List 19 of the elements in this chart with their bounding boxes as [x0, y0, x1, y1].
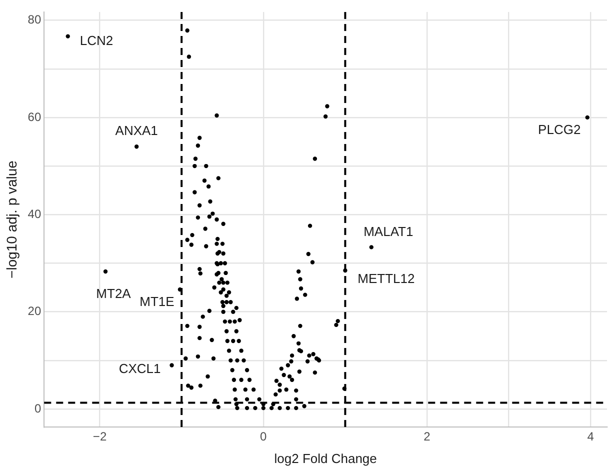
- x-tick-label: 4: [587, 430, 594, 444]
- y-tick-label: 20: [28, 304, 42, 318]
- y-tick-label: 0: [34, 401, 42, 416]
- annotation: MT2A: [96, 286, 132, 302]
- annotation: CXCL1: [118, 360, 161, 376]
- annotation: METTL12: [358, 271, 415, 286]
- y-tick-label: 80: [28, 12, 42, 27]
- annotation: MALAT1: [364, 224, 414, 239]
- x-tick-label: 0: [260, 430, 268, 444]
- y-tick-label: 40: [28, 206, 42, 221]
- annotation: ANXA1: [115, 123, 158, 138]
- x-axis-title: log2 Fold Change: [274, 450, 377, 466]
- annotation: LCN2: [80, 32, 114, 48]
- y-axis-title: −log10 adj. p value: [3, 160, 20, 278]
- x-tick-label: 2: [424, 430, 431, 444]
- annotation: MT1E: [140, 294, 175, 310]
- y-tick-label: 60: [28, 110, 42, 124]
- annotation: PLCG2: [538, 122, 581, 138]
- x-tick-label: −2: [92, 430, 107, 444]
